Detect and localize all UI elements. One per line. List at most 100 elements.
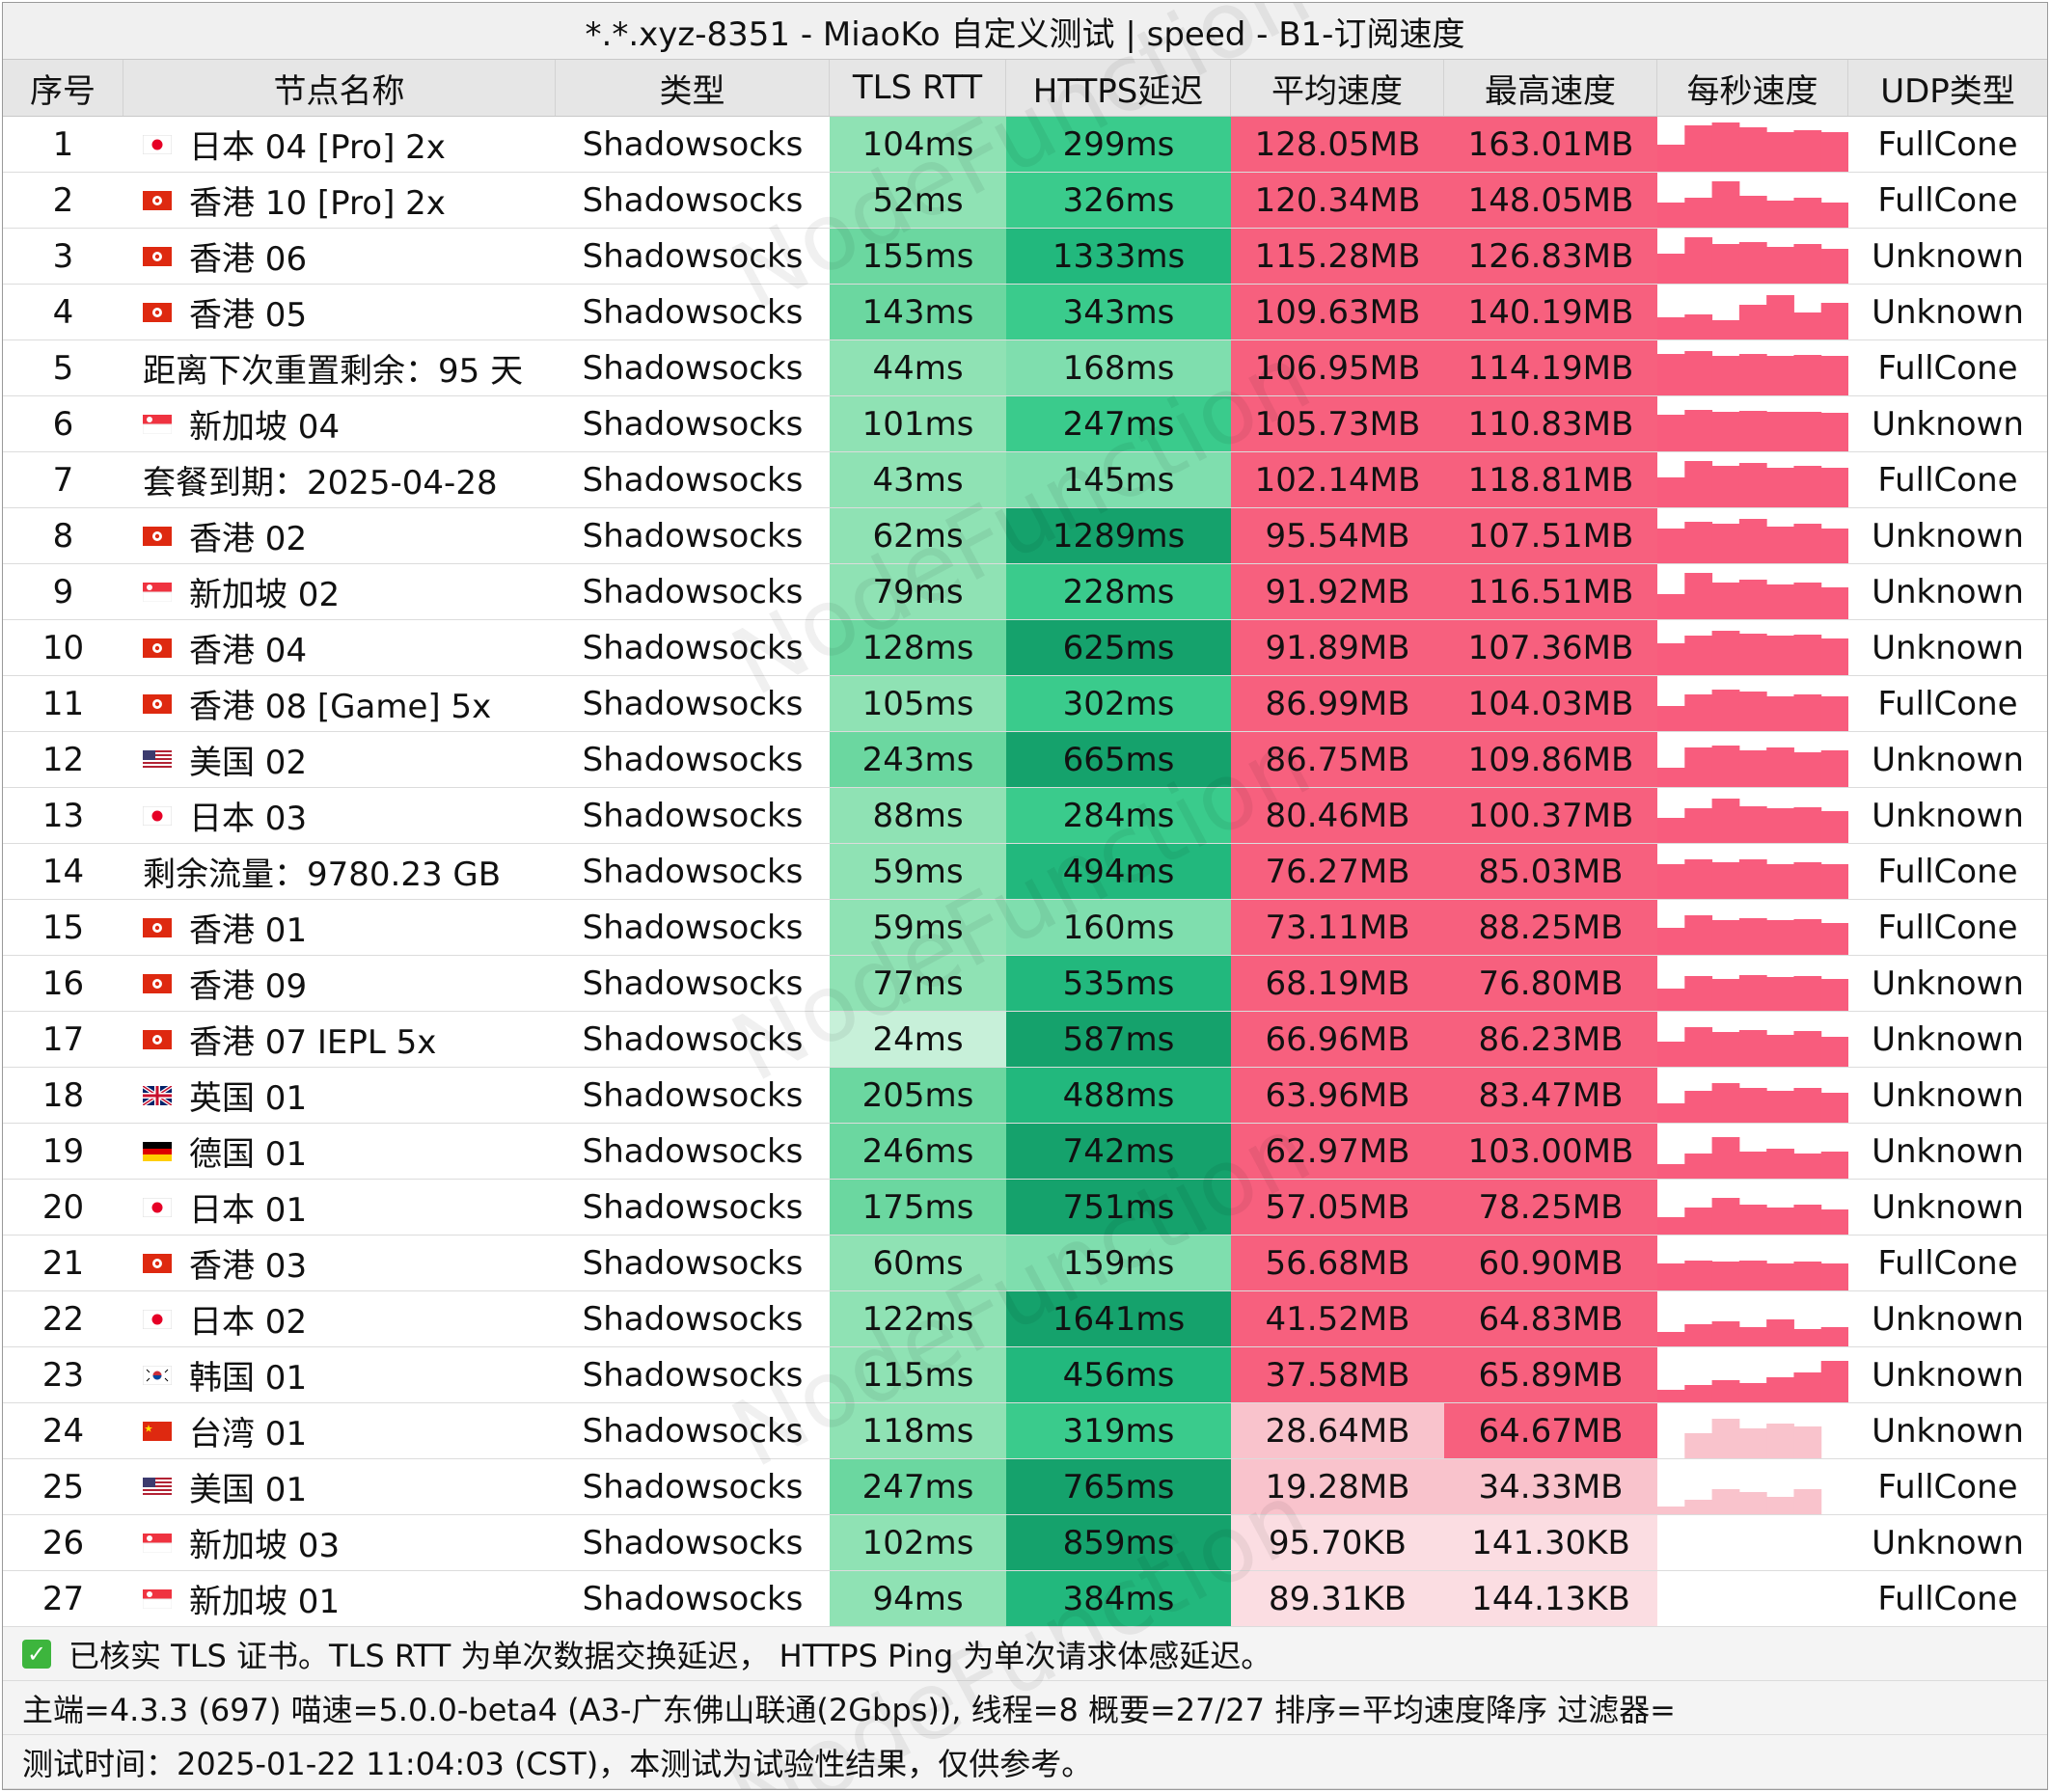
https-latency-cell: 299ms [1006,117,1231,172]
table-row[interactable]: 20 日本 01 Shadowsocks 175ms 751ms 57.05MB 78.25… [3,1180,2047,1235]
header-max-speed[interactable]: 最高速度 [1444,60,1657,116]
sparkline-bar [1820,696,1848,731]
table-row[interactable]: 2 香港 10 [Pro] 2x Shadowsocks 52ms 326ms 120.3… [3,173,2047,229]
speed-sparkline [1657,690,1848,731]
table-row[interactable]: 22 日本 02 Shadowsocks 122ms 1641ms 41.52MB 64.8… [3,1291,2047,1347]
table-row[interactable]: 14 剩余流量：9780.23 GB Shadowsocks 59ms 494ms 76.… [3,844,2047,900]
header-udp-type[interactable]: UDP类型 [1880,71,2015,111]
sparkline-bar [1738,463,1767,507]
table-row[interactable]: 19 德国 01 Shadowsocks 246ms 742ms 62.97MB 103.0… [3,1124,2047,1180]
node-name-cell: 香港 06 [123,229,556,284]
per-second-speed-cell [1657,1012,1848,1067]
speed-sparkline [1657,1489,1822,1514]
table-row[interactable]: 17 香港 07 IEPL 5x Shadowsocks 24ms 587ms 66.96… [3,1012,2047,1068]
sparkline-bar [1684,314,1713,339]
avg-speed-cell: 28.64MB [1231,1403,1444,1458]
row-index: 14 [41,852,85,891]
table-row[interactable]: 3 香港 06 Shadowsocks 155ms 1333ms 115.28MB 126.… [3,229,2047,285]
per-second-speed-cell [1657,396,1848,451]
speed-sparkline [1657,1319,1848,1346]
table-row[interactable]: 7 套餐到期：2025-04-28 Shadowsocks 43ms 145ms 102.… [3,452,2047,508]
node-name: 套餐到期：2025-04-28 [143,464,498,502]
sparkline-bar [1657,1042,1685,1067]
sparkline-bar [1820,979,1848,1011]
header-tls-rtt[interactable]: TLS RTT [830,60,1006,116]
node-type: Shadowsocks [582,572,804,611]
table-row[interactable]: 15 香港 01 Shadowsocks 59ms 160ms 73.11MB 88.25M… [3,900,2047,956]
sparkline-bar [1766,1208,1794,1235]
udp-type: Unknown [1872,1187,2024,1227]
header-type[interactable]: 类型 [556,60,830,116]
udp-type: FullCone [1877,180,2018,220]
table-row[interactable]: 16 香港 09 Shadowsocks 77ms 535ms 68.19MB 76.80M… [3,956,2047,1012]
node-name-cell: 香港 04 [123,620,556,675]
https-latency-cell: 168ms [1006,340,1231,395]
https-latency-cell: 625ms [1006,620,1231,675]
max-speed-cell: 110.83MB [1444,396,1657,451]
table-row[interactable]: 11 香港 08 [Game] 5x Shadowsocks 105ms 302ms 86… [3,676,2047,732]
tls-rtt-cell: 60ms [830,1235,1006,1290]
node-name: 香港 02 [189,520,308,558]
table-row[interactable]: 27 新加坡 01 Shadowsocks 94ms 384ms 89.31KB 144.1… [3,1571,2047,1627]
flag-sg-icon [143,414,172,434]
https-latency-cell: 302ms [1006,676,1231,731]
udp-type: Unknown [1872,292,2024,332]
sparkline-bar [1793,1031,1822,1067]
node-type: Shadowsocks [582,852,804,891]
table-row[interactable]: 13 日本 03 Shadowsocks 88ms 284ms 80.46MB 100.37… [3,788,2047,844]
https-latency-cell: 159ms [1006,1235,1231,1290]
footer-tls-note: ✓ 已核实 TLS 证书。TLS RTT 为单次数据交换延迟， HTTPS Pi… [3,1627,2047,1681]
table-row[interactable]: 8 香港 02 Shadowsocks 62ms 1289ms 95.54MB 107.51… [3,508,2047,564]
flag-hk-icon [143,302,172,322]
node-name: 香港 07 IEPL 5x [189,1023,437,1062]
per-second-speed-cell [1657,1124,1848,1179]
sparkline-bar [1766,468,1794,507]
table-row[interactable]: 6 新加坡 04 Shadowsocks 101ms 247ms 105.73MB 110.… [3,396,2047,452]
table-row[interactable]: 26 新加坡 03 Shadowsocks 102ms 859ms 95.70KB 141.… [3,1515,2047,1571]
sparkline-bar [1738,1088,1767,1123]
table-row[interactable]: 18 英国 01 Shadowsocks 205ms 488ms 63.96MB 83.47… [3,1068,2047,1124]
node-type: Shadowsocks [582,796,804,835]
sparkline-bar [1657,643,1685,675]
header-node-name[interactable]: 节点名称 [123,60,556,116]
sparkline-bar [1684,461,1713,507]
sparkline-bar [1820,413,1848,451]
table-row[interactable]: 1 日本 04 [Pro] 2x Shadowsocks 104ms 299ms 128.… [3,117,2047,173]
table-row[interactable]: 4 香港 05 Shadowsocks 143ms 343ms 109.63MB 140.1… [3,285,2047,340]
node-name-cell: 韩国 01 [123,1347,556,1402]
table-row[interactable]: 9 新加坡 02 Shadowsocks 79ms 228ms 91.92MB 116.51… [3,564,2047,620]
sparkline-bar [1738,1152,1767,1179]
sparkline-bar [1766,1424,1794,1458]
tls-rtt-cell: 205ms [830,1068,1006,1123]
speed-sparkline [1684,1419,1822,1458]
sparkline-bar [1657,1103,1685,1123]
header-index[interactable]: 序号 [3,60,123,116]
node-type: Shadowsocks [582,292,804,332]
sparkline-bar [1738,1030,1767,1067]
table-row[interactable]: 23 韩国 01 Shadowsocks 115ms 456ms 37.58MB 65.89… [3,1347,2047,1403]
sparkline-bar [1738,1492,1767,1514]
udp-type: Unknown [1872,740,2024,779]
per-second-speed-cell [1657,508,1848,563]
header-avg-speed[interactable]: 平均速度 [1231,60,1444,116]
tls-rtt-cell: 88ms [830,788,1006,843]
table-row[interactable]: 21 香港 03 Shadowsocks 60ms 159ms 56.68MB 60.90M… [3,1235,2047,1291]
table-row[interactable]: 24 台湾 01 Shadowsocks 118ms 319ms 28.64MB 64.67… [3,1403,2047,1459]
udp-type: Unknown [1872,236,2024,276]
speed-sparkline [1657,915,1848,955]
tls-rtt-cell: 243ms [830,732,1006,787]
header-per-second-speed[interactable]: 每秒速度 [1657,60,1848,116]
max-speed-cell: 60.90MB [1444,1235,1657,1290]
table-row[interactable]: 12 美国 02 Shadowsocks 243ms 665ms 86.75MB 109.8… [3,732,2047,788]
flag-jp-icon [143,134,172,154]
table-row[interactable]: 5 距离下次重置剩余：95 天 Shadowsocks 44ms 168ms 106.95… [3,340,2047,396]
table-row[interactable]: 25 美国 01 Shadowsocks 247ms 765ms 19.28MB 34.33… [3,1459,2047,1515]
sparkline-bar [1738,127,1767,172]
sparkline-bar [1793,1154,1822,1179]
node-name: 新加坡 03 [189,1527,341,1565]
max-speed-cell: 64.83MB [1444,1291,1657,1346]
table-row[interactable]: 10 香港 04 Shadowsocks 128ms 625ms 91.89MB 107.3… [3,620,2047,676]
https-latency-cell: 228ms [1006,564,1231,619]
header-https-latency[interactable]: HTTPS延迟 [1006,60,1231,116]
https-latency-cell: 284ms [1006,788,1231,843]
